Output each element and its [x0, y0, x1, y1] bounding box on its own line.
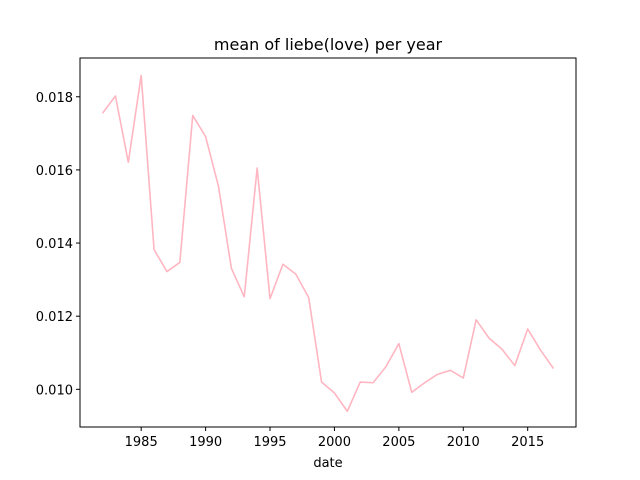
series-line: [101, 74, 555, 413]
y-tick-label: 0.014: [36, 237, 73, 252]
x-tick-label: 2005: [382, 435, 415, 450]
x-tick-label: 1985: [125, 435, 158, 450]
axes: 1985 1990 1995 2000 2005 2010 2015 0.010 0.012 0.…: [36, 57, 577, 450]
x-tick-label: 1990: [189, 435, 222, 450]
x-tick-label: 2015: [511, 435, 544, 450]
axes-frame: [79, 57, 577, 428]
x-axis-label: date: [313, 456, 342, 471]
x-tick-label: 2010: [447, 435, 480, 450]
y-tick-label: 0.016: [36, 164, 73, 179]
y-tick-label: 0.012: [36, 310, 73, 325]
x-tick-label: 1995: [253, 435, 286, 450]
y-tick-label: 0.010: [36, 383, 73, 398]
plot-area: [101, 74, 555, 413]
x-tick-label: 2000: [318, 435, 351, 450]
chart-title: mean of liebe(love) per year: [214, 35, 443, 54]
y-tick-label: 0.018: [36, 91, 73, 106]
